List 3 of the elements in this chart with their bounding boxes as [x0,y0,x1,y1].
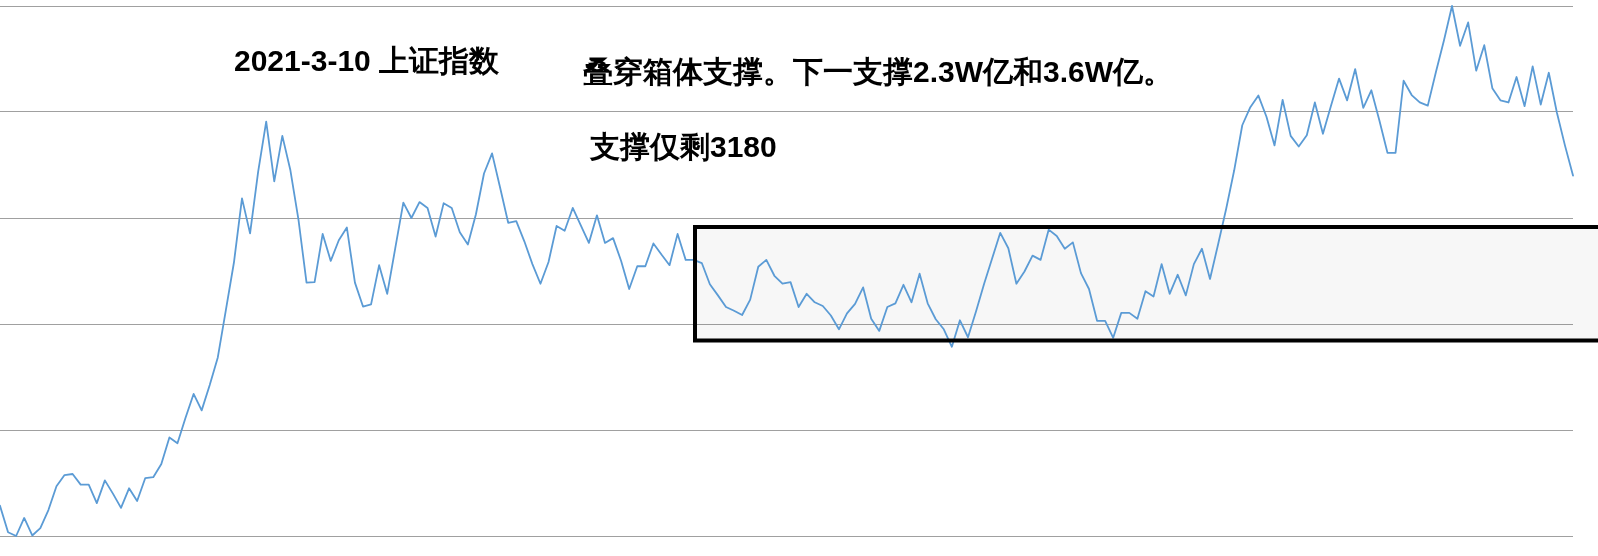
annotation: 支撑仅剩3180 [590,130,777,163]
text: 2021-3-10 上证指数 [234,44,500,77]
annotation: 叠穿箱体支撑。下一支撑2.3W亿和3.6W亿。 [583,55,1174,88]
